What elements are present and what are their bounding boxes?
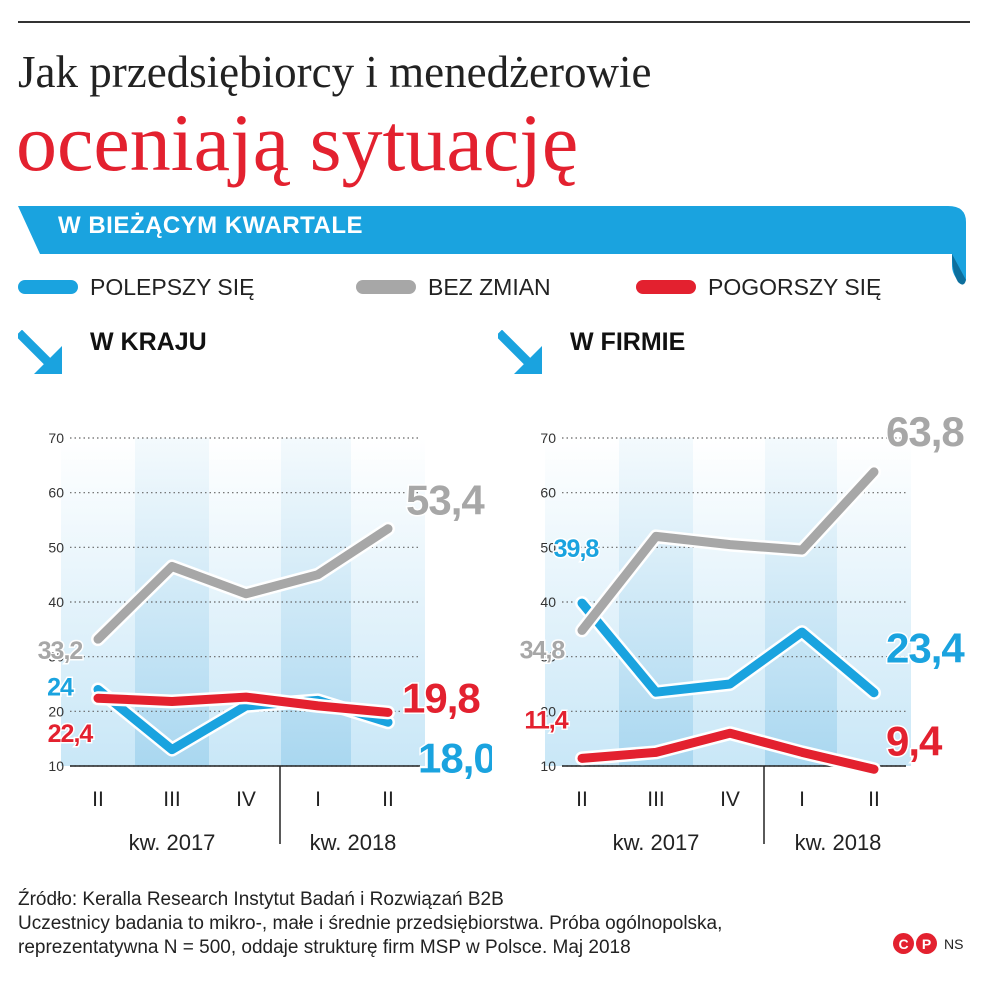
end-value-label: 18,0 (418, 734, 492, 781)
banner-title: W BIEŻĄCYM KWARTALE (58, 212, 364, 239)
legend-item-improve: POLEPSZY SIĘ (18, 272, 254, 302)
x-tick-label: I (315, 788, 321, 811)
y-tick-label: 50 (48, 539, 64, 555)
source-line-1: Źródło: Keralla Research Instytut Badań … (18, 889, 504, 910)
series-line (577, 598, 879, 698)
series-line (577, 728, 879, 774)
logo-p-icon: P (916, 933, 937, 954)
y-tick-label: 50 (540, 539, 556, 555)
x-tick-label: IV (720, 788, 740, 811)
end-value-label: 53,4 (406, 477, 485, 524)
y-tick-label: 60 (48, 485, 64, 501)
column-band (135, 438, 209, 766)
source-line-3: reprezentatywna N = 500, oddaje struktur… (18, 937, 631, 958)
panel-title-kraj: W KRAJU (90, 328, 207, 356)
logo-ns: NS (944, 935, 964, 952)
title-line-2: oceniają sytuację (16, 97, 579, 188)
column-band (619, 438, 693, 766)
panel-title-firma: W FIRMIE (570, 328, 686, 356)
banner-ribbon (18, 206, 966, 285)
y-tick-label: 20 (540, 703, 556, 719)
end-value-label: 63,8 (886, 408, 964, 455)
x-tick-label: III (163, 788, 181, 811)
arrow-down-right-icon (498, 330, 542, 374)
legend-swatch-nochange (356, 280, 416, 294)
y-tick-label: 70 (540, 430, 556, 446)
x-tick-label: III (647, 788, 665, 811)
year-group-label: kw. 2018 (310, 830, 397, 855)
legend-label-worsen: POGORSZY SIĘ (708, 273, 882, 300)
y-tick-label: 10 (540, 758, 556, 774)
legend-swatch-improve (18, 280, 78, 294)
y-tick-label: 40 (48, 594, 64, 610)
end-value-label: 19,8 (402, 674, 480, 721)
x-tick-label: II (382, 788, 394, 811)
arrow-down-right-icon (18, 330, 62, 374)
end-value-label: 9,4 (886, 717, 943, 764)
logo-c-icon: C (893, 933, 914, 954)
y-tick-label: 70 (48, 430, 64, 446)
y-tick-label: 30 (48, 649, 64, 665)
start-value-label: 39,8 (554, 535, 600, 563)
x-tick-label: II (576, 788, 588, 811)
top-rule (18, 21, 970, 23)
year-group-label: kw. 2017 (613, 830, 700, 855)
x-tick-label: I (799, 788, 805, 811)
title-line-1: Jak przedsiębiorcy i menedżerowie (18, 47, 652, 97)
y-tick-label: 10 (48, 758, 64, 774)
legend-item-worsen: POGORSZY SIĘ (636, 272, 881, 302)
year-group-label: kw. 2017 (129, 830, 216, 855)
source-line-2: Uczestnicy badania to mikro-, małe i śre… (18, 913, 723, 934)
end-value-label: 23,4 (886, 625, 965, 672)
year-group-label: kw. 2018 (795, 830, 882, 855)
start-value-label: 11,4 (524, 706, 568, 734)
start-value-label: 22,4 (48, 720, 94, 748)
y-tick-label: 60 (540, 485, 556, 501)
start-value-label: 34,8 (520, 636, 566, 664)
series-line (93, 524, 393, 644)
y-tick-label: 20 (48, 703, 64, 719)
legend-item-nochange: BEZ ZMIAN (356, 272, 551, 302)
x-tick-label: IV (236, 788, 256, 811)
start-value-label: 24 (47, 673, 74, 701)
legend-label-improve: POLEPSZY SIĘ (90, 273, 255, 300)
series-line (577, 467, 879, 635)
x-tick-label: II (92, 788, 104, 811)
series-line (93, 692, 393, 717)
start-value-label: 33,2 (38, 637, 83, 665)
legend-label-nochange: BEZ ZMIAN (428, 273, 551, 300)
x-tick-label: II (868, 788, 880, 811)
y-tick-label: 30 (540, 649, 556, 665)
source-note: Źródło: Keralla Research Instytut Badań … (18, 888, 722, 960)
legend-swatch-worsen (636, 280, 696, 294)
publisher-logo: C P NS (893, 933, 963, 954)
y-tick-label: 40 (540, 594, 556, 610)
